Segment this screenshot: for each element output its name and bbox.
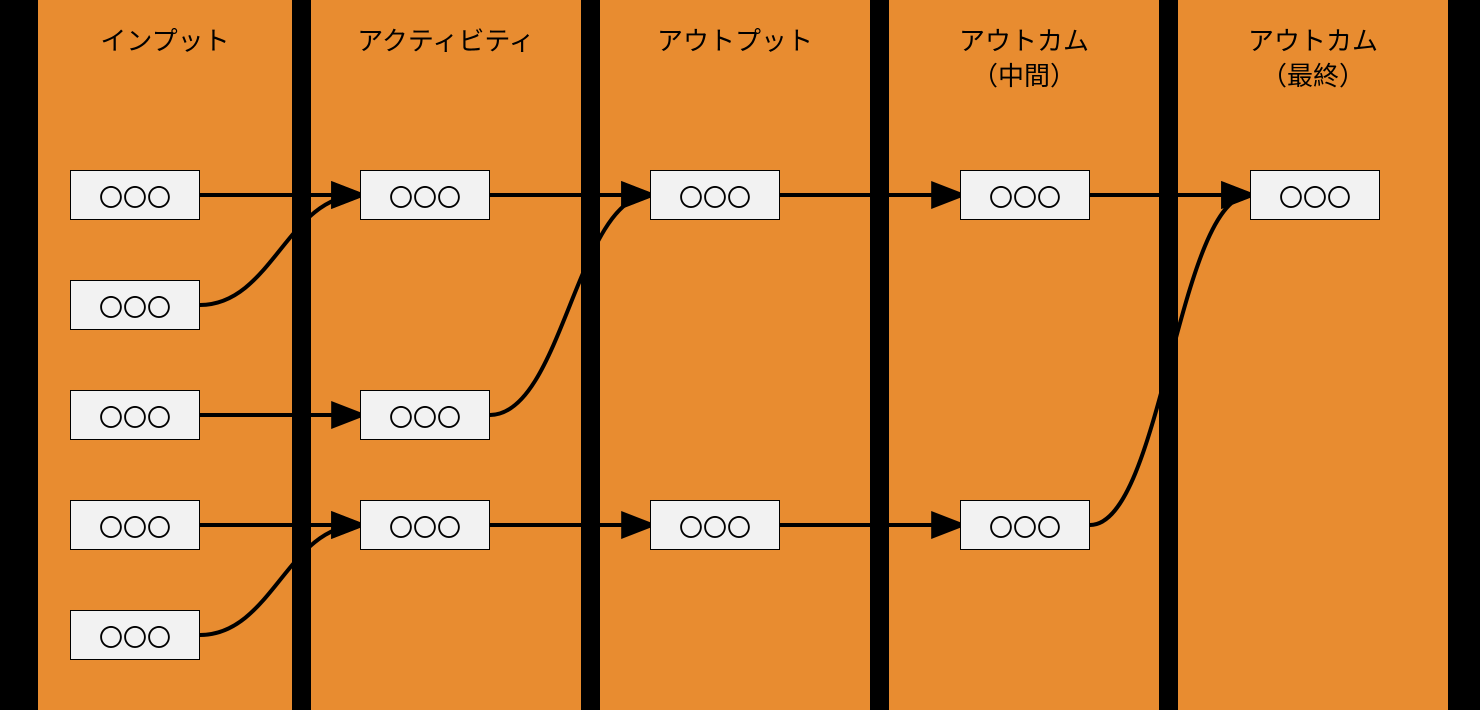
node-n23: 〇〇〇 <box>360 500 490 550</box>
node-n11: 〇〇〇 <box>70 170 200 220</box>
node-n14: 〇〇〇 <box>70 500 200 550</box>
node-n22: 〇〇〇 <box>360 390 490 440</box>
node-n42: 〇〇〇 <box>960 500 1090 550</box>
edge-n15-n23 <box>200 525 360 635</box>
arrows-layer <box>0 0 1480 710</box>
edge-n12-n21 <box>200 195 360 305</box>
node-n12: 〇〇〇 <box>70 280 200 330</box>
edge-n42-n51 <box>1090 195 1250 525</box>
node-n51: 〇〇〇 <box>1250 170 1380 220</box>
node-n13: 〇〇〇 <box>70 390 200 440</box>
node-n15: 〇〇〇 <box>70 610 200 660</box>
node-n41: 〇〇〇 <box>960 170 1090 220</box>
logic-model-diagram: インプットアクティビティアウトプットアウトカム （中間）アウトカム （最終） 〇… <box>0 0 1480 710</box>
node-n31: 〇〇〇 <box>650 170 780 220</box>
edge-n22-n31 <box>490 195 650 415</box>
node-n21: 〇〇〇 <box>360 170 490 220</box>
node-n32: 〇〇〇 <box>650 500 780 550</box>
